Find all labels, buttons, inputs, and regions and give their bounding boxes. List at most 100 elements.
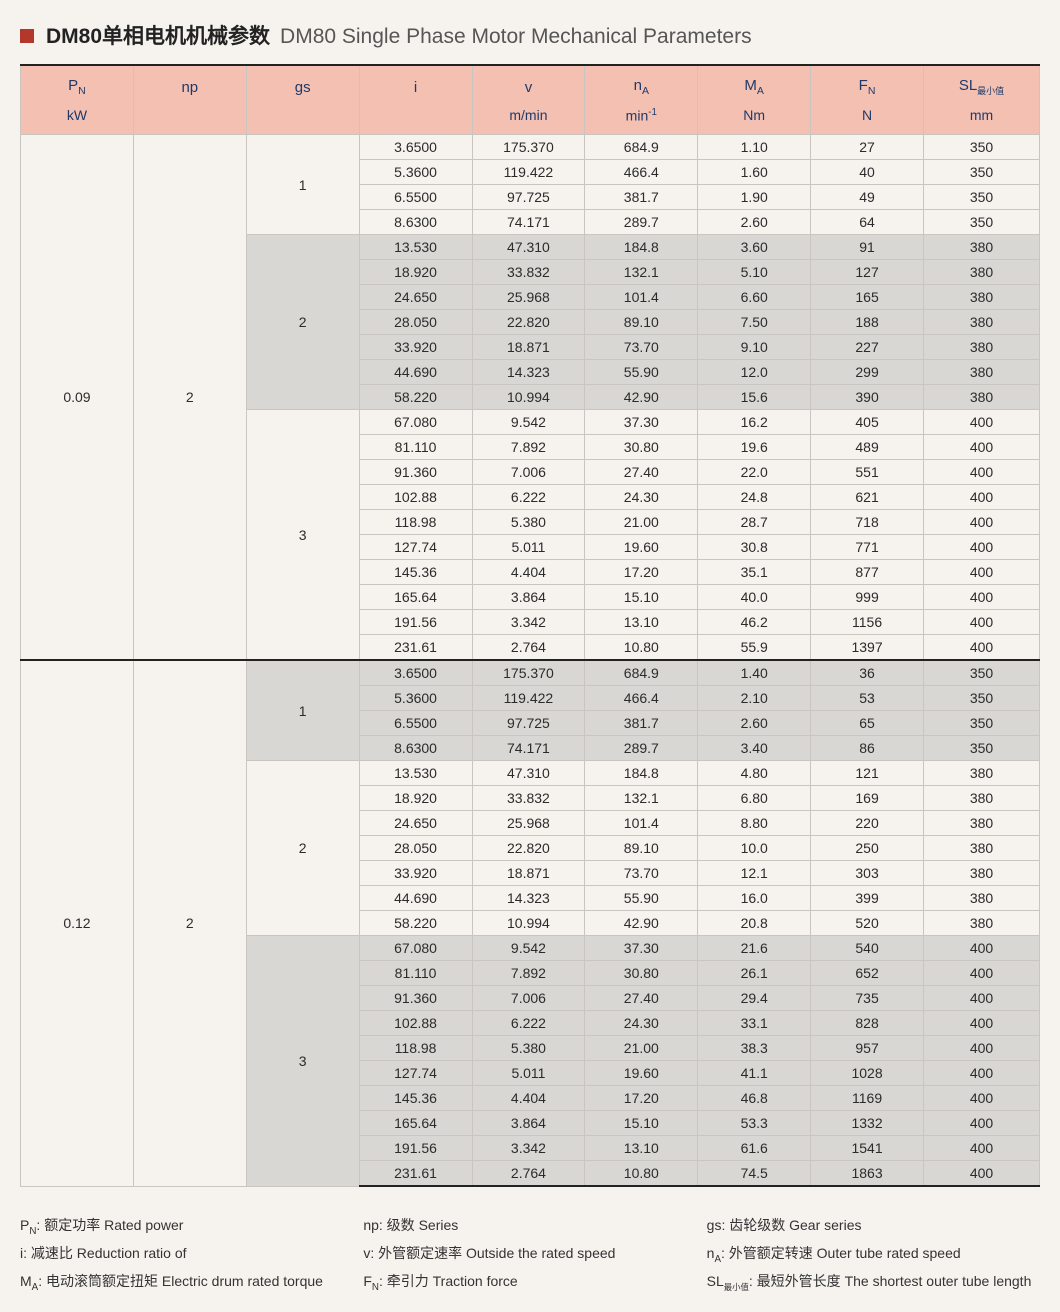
cell-value: 67.080 — [359, 936, 472, 961]
cell-pn: 0.12 — [21, 660, 134, 1186]
cell-value: 400 — [924, 936, 1040, 961]
legend-pn: PN: 额定功率 Rated power — [20, 1215, 353, 1237]
cell-value: 1.10 — [698, 135, 811, 160]
cell-value: 350 — [924, 210, 1040, 235]
table-header: PN np gs i v nA MA FN SL最小值 kW m/min min… — [21, 65, 1040, 135]
cell-value: 26.1 — [698, 961, 811, 986]
unit-fn: N — [811, 102, 924, 135]
cell-value: 30.80 — [585, 961, 698, 986]
cell-value: 53.3 — [698, 1111, 811, 1136]
cell-value: 2.60 — [698, 711, 811, 736]
cell-value: 299 — [811, 360, 924, 385]
cell-value: 14.323 — [472, 886, 585, 911]
cell-value: 9.542 — [472, 936, 585, 961]
legend-i: i: 减速比 Reduction ratio of — [20, 1243, 353, 1265]
cell-value: 121 — [811, 761, 924, 786]
cell-value: 97.725 — [472, 711, 585, 736]
col-na: nA — [585, 65, 698, 102]
unit-na: min-1 — [585, 102, 698, 135]
unit-v: m/min — [472, 102, 585, 135]
cell-value: 119.422 — [472, 160, 585, 185]
cell-value: 8.6300 — [359, 736, 472, 761]
table-body: 0.09213.6500175.370684.91.10273505.36001… — [21, 135, 1040, 1187]
cell-value: 37.30 — [585, 936, 698, 961]
cell-value: 33.1 — [698, 1011, 811, 1036]
cell-value: 551 — [811, 460, 924, 485]
cell-value: 735 — [811, 986, 924, 1011]
cell-value: 400 — [924, 961, 1040, 986]
cell-value: 20.8 — [698, 911, 811, 936]
cell-value: 184.8 — [585, 761, 698, 786]
cell-value: 3.60 — [698, 235, 811, 260]
cell-value: 47.310 — [472, 761, 585, 786]
cell-value: 684.9 — [585, 660, 698, 686]
cell-value: 1.40 — [698, 660, 811, 686]
cell-value: 13.10 — [585, 1136, 698, 1161]
cell-value: 1541 — [811, 1136, 924, 1161]
title-accent-square — [20, 29, 34, 43]
col-np: np — [133, 65, 246, 102]
cell-value: 250 — [811, 836, 924, 861]
cell-value: 405 — [811, 410, 924, 435]
cell-value: 169 — [811, 786, 924, 811]
cell-value: 9.10 — [698, 335, 811, 360]
col-sl: SL最小值 — [924, 65, 1040, 102]
cell-value: 400 — [924, 435, 1040, 460]
cell-value: 49 — [811, 185, 924, 210]
cell-value: 350 — [924, 160, 1040, 185]
cell-value: 400 — [924, 1061, 1040, 1086]
cell-value: 119.422 — [472, 686, 585, 711]
cell-value: 19.60 — [585, 535, 698, 560]
cell-value: 40 — [811, 160, 924, 185]
cell-value: 18.920 — [359, 260, 472, 285]
cell-value: 41.1 — [698, 1061, 811, 1086]
cell-value: 81.110 — [359, 961, 472, 986]
cell-value: 1.60 — [698, 160, 811, 185]
cell-value: 400 — [924, 460, 1040, 485]
cell-value: 350 — [924, 686, 1040, 711]
cell-value: 5.011 — [472, 1061, 585, 1086]
cell-value: 46.8 — [698, 1086, 811, 1111]
cell-value: 380 — [924, 235, 1040, 260]
cell-value: 1332 — [811, 1111, 924, 1136]
cell-gs: 3 — [246, 936, 359, 1187]
cell-value: 380 — [924, 911, 1040, 936]
cell-value: 118.98 — [359, 510, 472, 535]
cell-value: 390 — [811, 385, 924, 410]
cell-value: 89.10 — [585, 310, 698, 335]
cell-value: 400 — [924, 610, 1040, 635]
cell-value: 6.5500 — [359, 711, 472, 736]
cell-value: 400 — [924, 986, 1040, 1011]
cell-np: 2 — [133, 660, 246, 1186]
col-pn: PN — [21, 65, 134, 102]
cell-value: 18.920 — [359, 786, 472, 811]
cell-value: 44.690 — [359, 886, 472, 911]
cell-value: 13.530 — [359, 761, 472, 786]
cell-value: 6.60 — [698, 285, 811, 310]
cell-value: 652 — [811, 961, 924, 986]
cell-value: 7.892 — [472, 961, 585, 986]
cell-value: 55.90 — [585, 886, 698, 911]
cell-value: 380 — [924, 260, 1040, 285]
cell-value: 877 — [811, 560, 924, 585]
cell-value: 13.530 — [359, 235, 472, 260]
cell-value: 127 — [811, 260, 924, 285]
cell-value: 1863 — [811, 1161, 924, 1187]
cell-value: 2.764 — [472, 1161, 585, 1187]
cell-value: 127.74 — [359, 1061, 472, 1086]
cell-gs: 1 — [246, 660, 359, 761]
cell-gs: 3 — [246, 410, 359, 661]
legend-fn: FN: 牵引力 Traction force — [363, 1271, 696, 1293]
cell-value: 19.60 — [585, 1061, 698, 1086]
cell-value: 132.1 — [585, 260, 698, 285]
cell-value: 22.0 — [698, 460, 811, 485]
cell-value: 24.30 — [585, 1011, 698, 1036]
unit-pn: kW — [21, 102, 134, 135]
cell-value: 350 — [924, 711, 1040, 736]
cell-value: 29.4 — [698, 986, 811, 1011]
cell-value: 380 — [924, 360, 1040, 385]
cell-value: 64 — [811, 210, 924, 235]
cell-value: 466.4 — [585, 160, 698, 185]
cell-value: 466.4 — [585, 686, 698, 711]
cell-value: 46.2 — [698, 610, 811, 635]
